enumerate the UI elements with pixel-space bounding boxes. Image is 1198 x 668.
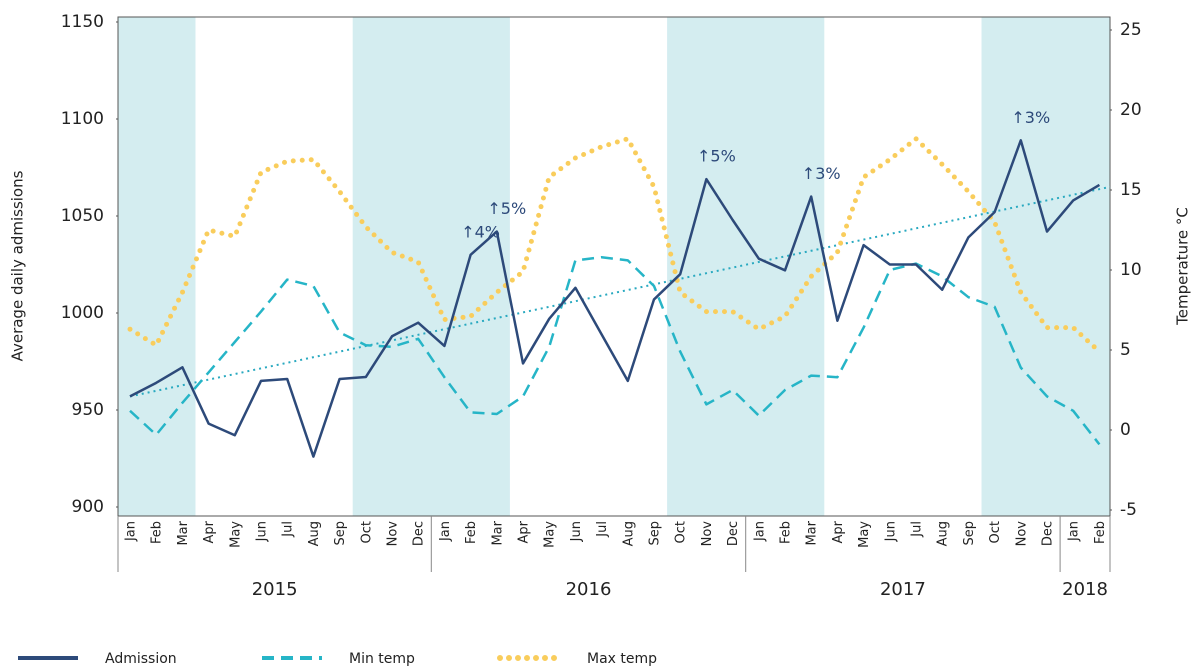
x-tick-label: Jul [595,521,610,538]
y-axis-label: Average daily admissions [9,170,27,361]
y2-tick-label: 25 [1120,20,1142,40]
y-tick-label: 1000 [61,303,104,323]
legend-label: Max temp [587,651,657,667]
x-tick-label: Feb [464,521,479,544]
annotation: ↑5% [697,147,736,166]
trendline [129,185,1111,398]
y-tick-label: 950 [72,400,104,420]
annotation: ↑5% [487,199,526,218]
x-tick-label: Mar [490,520,505,545]
year-label: 2015 [252,579,298,600]
y2-tick-label: 5 [1120,340,1131,360]
x-tick-label: Jun [883,521,898,542]
x-tick-label: Jan [438,521,453,542]
x-tick-label: Jan [124,521,139,542]
x-tick-label: Sep [648,521,663,546]
x-tick-label: Aug [621,521,636,546]
plot-frame [117,16,1111,517]
annotation: ↑3% [802,164,841,183]
y2-tick-label: 0 [1120,420,1131,440]
winter-band [667,17,825,516]
x-tick-label: Mar [805,520,820,545]
x-tick-label: Oct [359,521,374,543]
x-tick-label: Jul [281,521,296,538]
year-label: 2016 [566,579,612,600]
y2-tick-label: 15 [1120,180,1142,200]
y-tick-label: 1150 [61,12,104,32]
y2-tick-label: 10 [1120,260,1142,280]
x-tick-label: Nov [1014,521,1029,547]
x-tick-label: Mar [176,520,191,545]
x-tick-label: Aug [307,521,322,546]
legend-label: Admission [105,651,177,667]
y-tick-label: 900 [72,497,104,517]
x-tick-label: May [228,521,243,548]
annotation: ↑4% [461,222,500,241]
x-tick-label: May [857,521,872,548]
x-tick-label: Nov [700,521,715,547]
y2-tick-label: -5 [1120,500,1137,520]
year-label: 2018 [1062,579,1108,600]
x-tick-label: Feb [150,521,165,544]
x-tick-label: May [543,521,558,548]
x-tick-label: Jun [569,521,584,542]
x-tick-label: Feb [1093,521,1108,544]
winter-band [352,17,510,516]
x-tick-label: Jan [752,521,767,542]
winter-band [118,17,196,516]
x-tick-label: Jul [910,521,925,538]
y-tick-label: 1050 [61,206,104,226]
y2-tick-label: 20 [1120,100,1142,120]
x-tick-label: Jun [255,521,270,542]
x-tick-label: Dec [1041,521,1056,546]
x-tick-label: Nov [386,521,401,547]
y-tick-label: 1100 [61,109,104,129]
x-tick-label: Feb [779,521,794,544]
x-tick-label: Apr [831,520,846,543]
x-tick-label: Dec [412,521,427,546]
x-tick-label: Sep [333,521,348,546]
year-label: 2017 [880,579,926,600]
annotation: ↑3% [1011,108,1050,127]
x-tick-label: Aug [936,521,951,546]
x-tick-label: Apr [517,520,532,543]
series-line [129,139,1101,458]
x-tick-label: Dec [726,521,741,546]
legend-label: Min temp [349,651,415,667]
x-tick-label: Sep [962,521,977,546]
series-line [127,136,1102,355]
x-tick-label: Oct [988,521,1003,543]
x-tick-label: Apr [202,520,217,543]
x-tick-label: Jan [1067,521,1082,542]
x-tick-label: Oct [674,521,689,543]
winter-band [981,17,1110,516]
y2-axis-label: Temperature °C [1174,207,1192,326]
series-line [129,255,1101,446]
